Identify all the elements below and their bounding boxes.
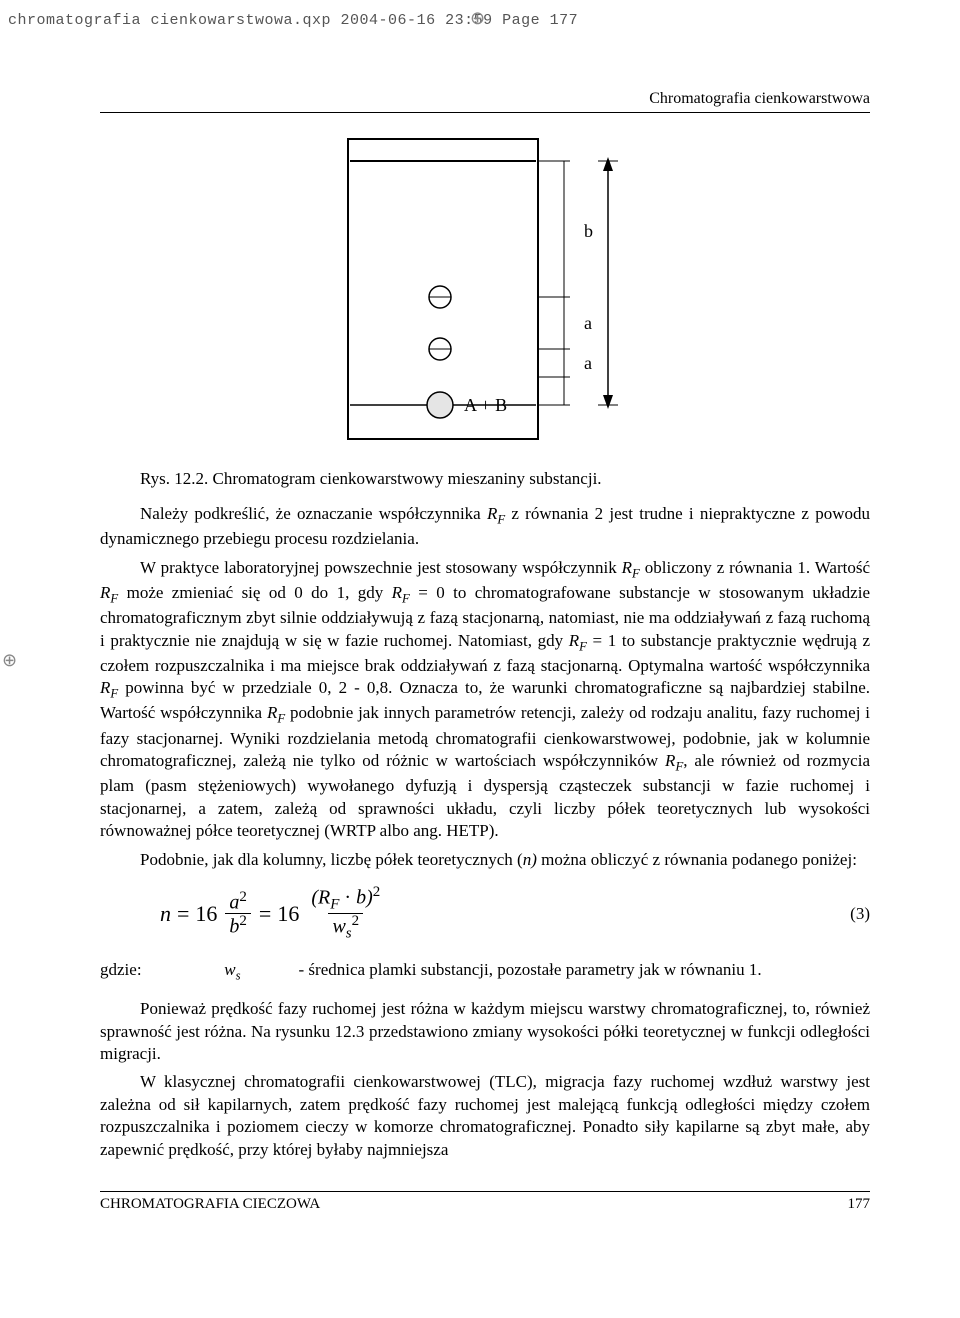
dim-label-a1: a [584, 313, 592, 333]
paragraph-5: W klasycznej chromatografii cienkowarstw… [100, 1071, 870, 1161]
paragraph-1: Należy podkreślić, że oznaczanie współcz… [100, 503, 870, 551]
rf-1-sub: F [497, 512, 505, 526]
where-w-sub: s [236, 968, 241, 982]
figure-12-2: A + B b a a [100, 131, 870, 451]
rf-4: RF [392, 583, 410, 602]
dim-label-a2: a [584, 353, 592, 373]
rf-6: RF [100, 678, 118, 697]
rf-8-m: R [665, 751, 675, 770]
paragraph-4: Ponieważ prędkość fazy ruchomej jest róż… [100, 998, 870, 1065]
eq-dot: · [339, 887, 356, 909]
figure-caption: Rys. 12.2. Chromatogram cienkowarstwowy … [100, 469, 870, 489]
footer-left: CHROMATOGRAFIA CIECZOWA [100, 1196, 320, 1213]
rf-2-m: R [622, 558, 632, 577]
eq-frac1-den: b2 [225, 913, 251, 938]
rf-1-main: R [487, 504, 497, 523]
crop-mark-left: ⊕ [2, 650, 17, 671]
chromatogram-diagram: A + B b a a [340, 131, 630, 451]
main-arrow-head-bot [603, 395, 613, 409]
p1-a: Należy podkreślić, że oznaczanie współcz… [140, 504, 487, 523]
eq-b: b [229, 916, 239, 938]
eq-frac1: a2 b2 [225, 890, 251, 938]
eq-frac1-num: a2 [225, 890, 251, 914]
eq-eq2: = [259, 901, 271, 927]
running-head: Chromatografia cienkowarstwowa [100, 90, 870, 108]
eq-frac2: (RF · b)2 ws2 [307, 885, 384, 943]
header-rule [100, 112, 870, 113]
preprint-header: chromatografia cienkowarstwowa.qxp 2004-… [8, 12, 578, 29]
eq-w: w [332, 916, 345, 938]
rf-1: RF [487, 504, 505, 523]
rf-3-m: R [100, 583, 110, 602]
footer-page-number: 177 [848, 1196, 871, 1213]
where-row: gdzie: ws - średnica plamki substancji, … [100, 959, 870, 984]
rf-5-m: R [569, 631, 579, 650]
where-w: w [224, 960, 235, 979]
equation-number: (3) [830, 904, 870, 924]
eq-a-sq: 2 [239, 889, 247, 905]
eq-num-sq: 2 [373, 884, 381, 900]
rf-4-s: F [402, 591, 410, 605]
eq-a: a [229, 891, 239, 913]
eq-lhs: n [160, 901, 171, 927]
rf-2-s: F [632, 566, 640, 580]
spot-origin [427, 392, 453, 418]
rf-2: RF [622, 558, 640, 577]
where-symbol: ws [224, 959, 294, 984]
origin-label: A + B [464, 395, 507, 415]
rf-6-m: R [100, 678, 110, 697]
eq-b-sq: 2 [239, 913, 247, 929]
rf-7-m: R [267, 703, 277, 722]
equation-body: n = 16 a2 b2 = 16 (RF · b)2 ws2 [100, 885, 830, 943]
main-arrow-head-top [603, 157, 613, 171]
where-label: gdzie: [100, 959, 220, 981]
rf-8: RF [665, 751, 683, 770]
p3-n: n) [523, 850, 537, 869]
rf-3: RF [100, 583, 118, 602]
p2-a: W praktyce laboratoryjnej powszechnie je… [140, 558, 622, 577]
eq-frac2-den: ws2 [328, 913, 363, 942]
eq-eq1: = [177, 901, 189, 927]
page: chromatografia cienkowarstwowa.qxp 2004-… [0, 0, 960, 1318]
rf-5: RF [569, 631, 587, 650]
paragraph-2: W praktyce laboratoryjnej powszechnie je… [100, 557, 870, 843]
eq-b2: b [356, 887, 366, 909]
where-desc: - średnica plamki substancji, pozostałe … [299, 960, 762, 979]
rf-4-m: R [392, 583, 402, 602]
page-footer: CHROMATOGRAFIA CIECZOWA 177 [100, 1191, 870, 1213]
rf-7: RF [267, 703, 285, 722]
rf-7-s: F [277, 712, 285, 726]
eq-coef1: 16 [195, 901, 217, 927]
eq-coef2: 16 [277, 901, 299, 927]
equation-3: n = 16 a2 b2 = 16 (RF · b)2 ws2 (3) [100, 885, 870, 943]
p2-b: obliczony z równania 1. Wartość [640, 558, 870, 577]
eq-R: R [318, 887, 330, 909]
rf-5-s: F [579, 639, 587, 653]
eq-den-sq: 2 [352, 913, 360, 929]
dim-label-b: b [584, 221, 593, 241]
p3-b: można obliczyć z równania podanego poniż… [537, 850, 857, 869]
eq-frac2-num: (RF · b)2 [307, 885, 384, 913]
p3-a: Podobnie, jak dla kolumny, liczbę półek … [140, 850, 523, 869]
p2-c: może zmieniać się od 0 do 1, gdy [118, 583, 391, 602]
paragraph-3: Podobnie, jak dla kolumny, liczbę półek … [100, 849, 870, 871]
